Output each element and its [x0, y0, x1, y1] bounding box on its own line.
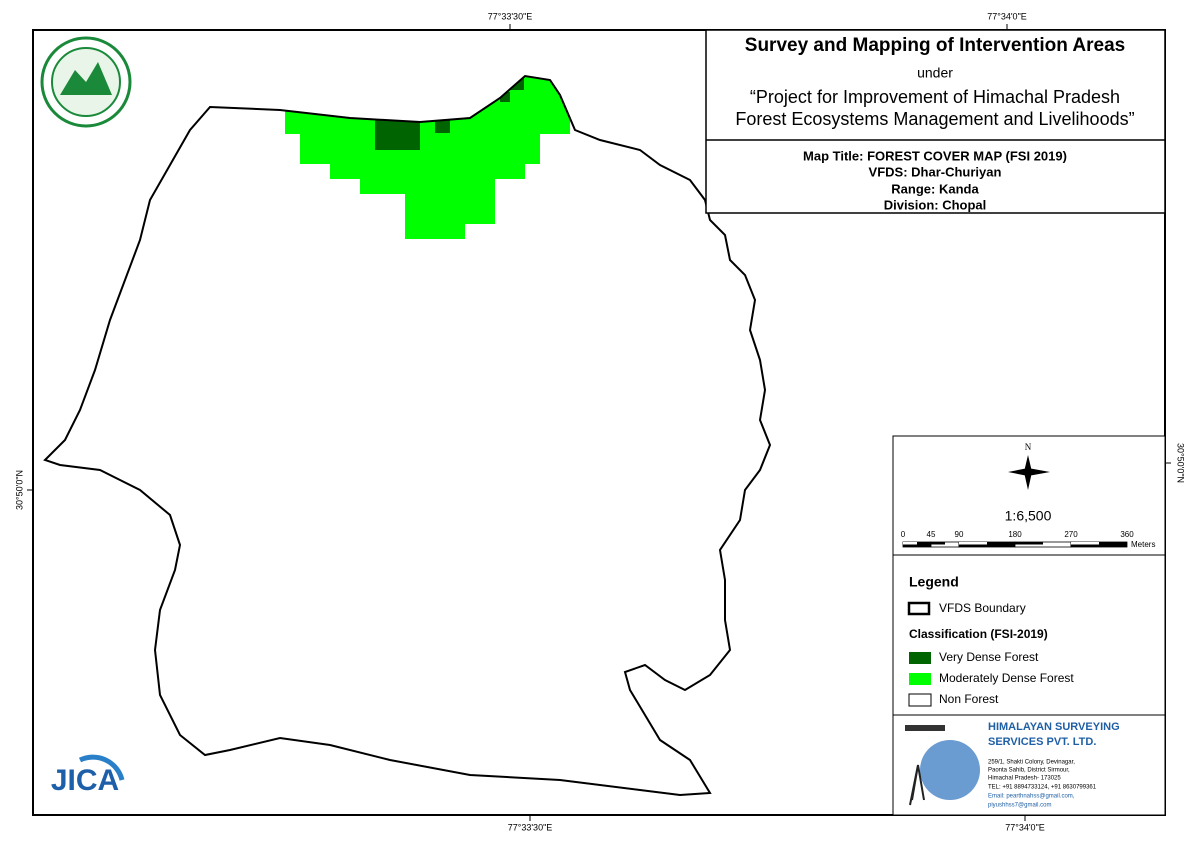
project-name: Forest Ecosystems Management and Livelih…	[735, 109, 1134, 129]
scale-box	[892, 435, 1166, 556]
scale-tick-label: 0	[901, 530, 906, 539]
coord-label: 77°34'0"E	[987, 11, 1027, 21]
jica-logo: JICA	[51, 754, 125, 797]
scale-segment-half	[1015, 542, 1043, 545]
address: Paonta Sahib, District Sirmour,	[988, 768, 1070, 774]
forest-dept-logo	[40, 36, 132, 128]
scale-segment-half	[903, 542, 917, 545]
coord-label: 30°50'0"N	[1176, 443, 1186, 483]
jica-text: JICA	[51, 764, 119, 797]
company-name: HIMALAYAN SURVEYING	[988, 721, 1120, 733]
title-box	[705, 29, 1166, 214]
scale-segment-half	[931, 542, 945, 545]
legend-label: Moderately Dense Forest	[939, 671, 1074, 685]
legend-label: Non Forest	[939, 692, 999, 706]
coord-label: 77°33'30"E	[508, 822, 553, 832]
legend-subtitle: Classification (FSI-2019)	[909, 627, 1048, 641]
address: piyushhss7@gmail.com	[988, 803, 1051, 809]
scale-unit: Meters	[1131, 540, 1155, 549]
north-arrow	[1008, 455, 1050, 490]
coord-label: 77°33'30"E	[488, 11, 533, 21]
legend-box	[892, 554, 1166, 716]
scale-tick-label: 180	[1008, 530, 1022, 539]
project-name: “Project for Improvement of Himachal Pra…	[750, 87, 1120, 107]
north-label: N	[1025, 442, 1032, 452]
scale-tick-label: 270	[1064, 530, 1078, 539]
company-name: SERVICES PVT. LTD.	[988, 736, 1096, 748]
address: TEL: +91 8894733124, +91 8630799361	[988, 785, 1097, 791]
scale-segment-half	[959, 542, 987, 545]
scale-segment-half	[1071, 542, 1099, 545]
address: Himachal Pradesh- 173025	[988, 776, 1061, 782]
scale-tick-label: 360	[1120, 530, 1134, 539]
coord-label: 30°50'0"N	[14, 470, 24, 510]
scale-text: 1:6,500	[1005, 508, 1052, 524]
map-info: Division: Chopal	[884, 197, 987, 212]
title: Survey and Mapping of Intervention Areas	[745, 35, 1125, 56]
scale-tick-label: 90	[955, 530, 964, 539]
legend-title: Legend	[909, 574, 959, 590]
address: Email: pearthnahss@gmail.com,	[988, 794, 1075, 800]
coord-label: 77°34'0"E	[1005, 822, 1045, 832]
legend-label: VFDS Boundary	[939, 601, 1026, 615]
subtitle: under	[917, 65, 953, 81]
globe	[920, 740, 980, 800]
address: 259/1, Shakti Colony, Devinagar,	[988, 760, 1075, 766]
map-info: Range: Kanda	[891, 181, 979, 196]
map-info: Map Title: FOREST COVER MAP (FSI 2019)	[803, 148, 1067, 163]
legend-label: Very Dense Forest	[939, 650, 1039, 664]
map-info: VFDS: Dhar-Churiyan	[869, 164, 1002, 179]
scale-tick-label: 45	[927, 530, 936, 539]
